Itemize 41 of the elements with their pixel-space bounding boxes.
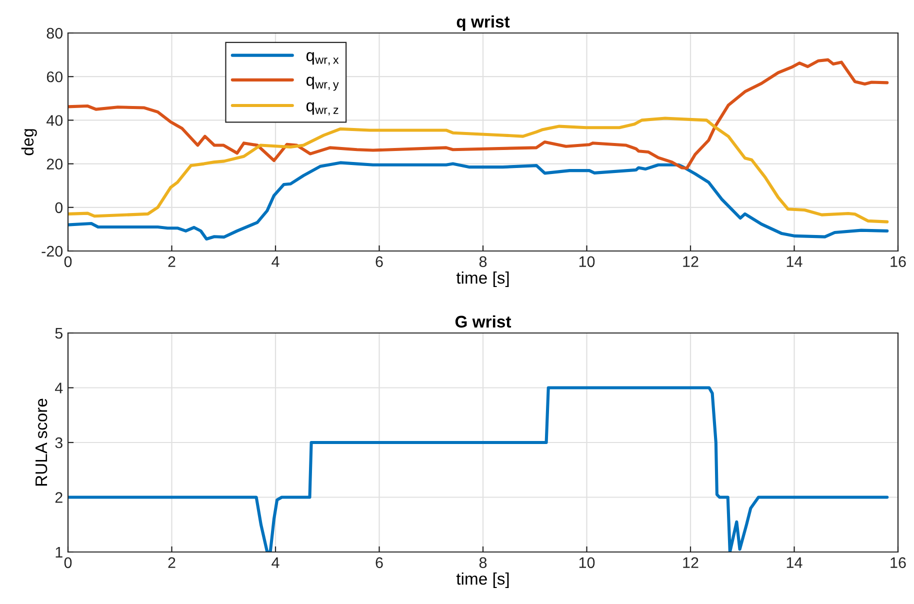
x-axis-title: time [s] [456, 572, 509, 588]
x-tick-label: 10 [579, 256, 595, 268]
x-tick-label: 0 [64, 557, 72, 568]
x-tick-label: 6 [376, 256, 383, 268]
x-tick-label: 10 [579, 557, 595, 568]
y-tick-label: 60 [46, 71, 63, 82]
x-tick-label: 8 [479, 256, 487, 268]
line-series [68, 386, 889, 552]
y-tick-label: 4 [54, 382, 63, 394]
chart-title: q wrist [456, 15, 510, 31]
y-tick-label: 3 [55, 437, 62, 448]
y-tick-label: 5 [55, 328, 62, 339]
y-tick-label: 20 [46, 158, 63, 170]
y-tick-label: 1 [56, 547, 62, 558]
x-tick-label: 8 [479, 557, 487, 568]
x-tick-label: 4 [272, 256, 280, 267]
y-axis-title: deg [21, 129, 37, 156]
x-tick-label: 0 [64, 256, 72, 268]
x-tick-label: 2 [168, 256, 176, 267]
chart-title: G wrist [455, 315, 512, 328]
x-tick-label: 12 [683, 557, 698, 568]
line-series [68, 161, 889, 241]
y-tick-label: 40 [46, 115, 63, 126]
y-tick-label: -20 [42, 246, 63, 257]
y-tick-label: 2 [55, 492, 62, 503]
legend-label: q$_{wr,z}$ [306, 102, 338, 116]
y-tick-label: 80 [46, 28, 63, 39]
x-axis-title: time [s] [456, 271, 509, 288]
legend-label: q$_{wr,y}$ [306, 76, 339, 91]
x-tick-label: 16 [890, 256, 906, 268]
x-tick-label: 14 [786, 557, 802, 568]
line-series [68, 116, 889, 224]
x-tick-label: 6 [376, 557, 383, 568]
x-tick-label: 12 [683, 256, 698, 267]
x-tick-label: 4 [272, 557, 280, 568]
y-tick-label: 0 [55, 202, 63, 214]
x-tick-label: 16 [890, 557, 906, 568]
x-tick-label: 14 [786, 256, 802, 267]
legend-label: q$_{wr,x}$ [306, 52, 339, 66]
x-tick-label: 2 [168, 557, 176, 568]
y-axis-title: RULA score [36, 398, 48, 486]
